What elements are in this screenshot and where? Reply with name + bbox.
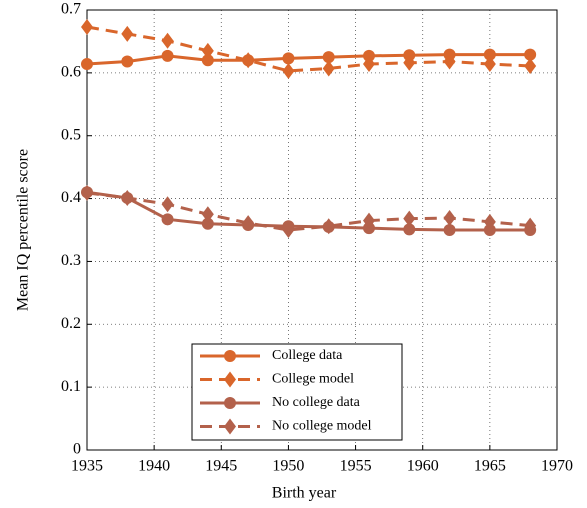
marker xyxy=(242,215,255,232)
marker xyxy=(224,418,236,435)
plot-frame xyxy=(86,9,558,451)
marker xyxy=(282,52,295,65)
marker xyxy=(282,222,295,238)
marker xyxy=(224,397,236,409)
marker xyxy=(322,60,335,77)
series-line xyxy=(86,53,531,66)
series-line xyxy=(86,25,531,73)
legend: College data College model No college data… xyxy=(191,343,403,441)
x-tick-label: 1960 xyxy=(407,458,439,475)
legend-label: College model xyxy=(272,372,354,387)
x-tick-label: 1940 xyxy=(138,458,170,475)
x-tick-label: 1965 xyxy=(474,458,506,475)
marker xyxy=(121,25,134,42)
x-axis-label: Birth year xyxy=(272,485,337,502)
x-tick-label: 1945 xyxy=(205,458,237,475)
y-tick-label: 0.4 xyxy=(61,189,81,206)
marker xyxy=(524,217,537,234)
marker xyxy=(483,48,496,61)
y-tick-label: 0.6 xyxy=(61,64,81,81)
y-tick-label: 0.5 xyxy=(61,126,81,143)
marker xyxy=(161,213,174,226)
marker xyxy=(363,49,375,62)
x-tick-label: 1950 xyxy=(272,458,304,475)
marker xyxy=(443,53,456,70)
marker xyxy=(403,223,416,236)
marker xyxy=(121,189,134,206)
marker xyxy=(363,212,375,229)
legend-label: No college model xyxy=(272,419,372,434)
legend-label: College data xyxy=(272,348,343,363)
marker xyxy=(201,206,214,223)
legend-label: No college data xyxy=(272,395,361,410)
y-tick-label: 0.1 xyxy=(61,378,81,395)
y-tick-label: 0.3 xyxy=(61,252,81,269)
marker xyxy=(443,210,456,227)
x-tick-label: 1970 xyxy=(541,458,573,475)
marker xyxy=(201,217,214,230)
marker xyxy=(224,371,236,388)
marker xyxy=(322,218,335,235)
y-axis-label: Mean IQ percentile score xyxy=(15,149,32,311)
marker xyxy=(81,58,93,71)
x-tick-label: 1935 xyxy=(71,458,103,475)
marker xyxy=(403,210,416,227)
marker xyxy=(403,54,416,71)
marker xyxy=(224,350,236,362)
marker xyxy=(201,42,214,59)
y-tick-label: 0.2 xyxy=(61,315,81,332)
marker xyxy=(121,55,134,68)
marker xyxy=(363,56,375,73)
marker xyxy=(524,57,537,74)
marker xyxy=(524,48,537,61)
marker xyxy=(201,54,214,67)
x-tick-label: 1955 xyxy=(340,458,372,475)
marker xyxy=(483,224,496,236)
marker xyxy=(161,49,174,62)
marker xyxy=(81,18,93,35)
series-line xyxy=(86,190,531,232)
y-tick-label: 0 xyxy=(73,441,81,458)
marker xyxy=(161,196,174,213)
marker xyxy=(443,224,456,236)
y-tick-label: 0.7 xyxy=(61,1,81,18)
marker xyxy=(322,51,335,64)
marker xyxy=(282,62,295,79)
marker xyxy=(242,52,255,69)
marker xyxy=(483,56,496,73)
marker xyxy=(81,184,93,201)
marker xyxy=(483,213,496,230)
marker xyxy=(161,32,174,49)
